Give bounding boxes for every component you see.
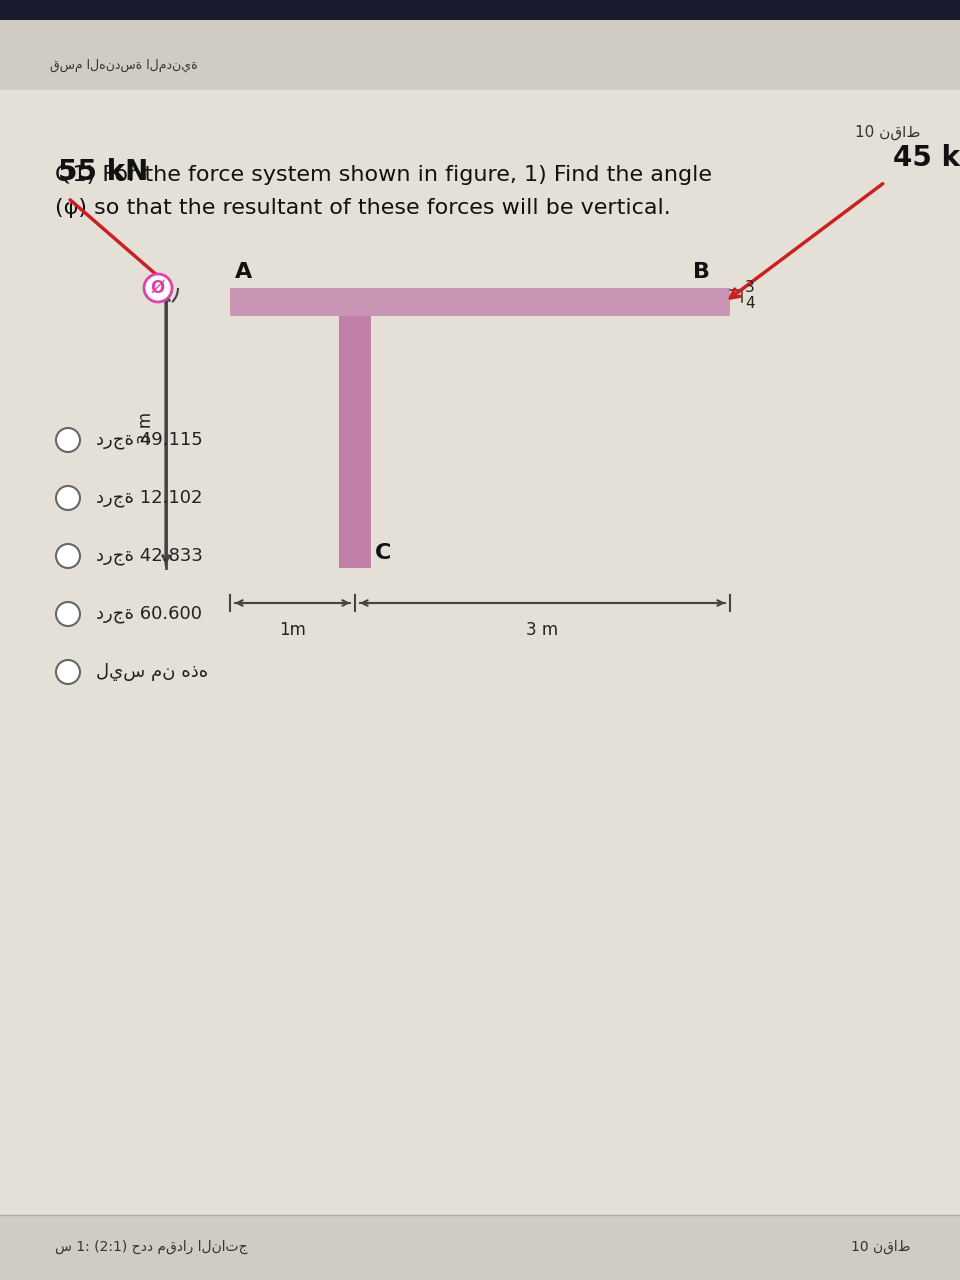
Text: 3: 3 <box>745 280 755 296</box>
Text: Q1) For the force system shown in figure, 1) Find the angle: Q1) For the force system shown in figure… <box>55 165 712 186</box>
Text: 45 kN: 45 kN <box>893 143 960 172</box>
Circle shape <box>56 602 80 626</box>
Text: 55 kN: 55 kN <box>58 157 148 186</box>
Text: 10 نقاط: 10 نقاط <box>851 1240 910 1254</box>
Text: 10 نقاط: 10 نقاط <box>854 124 920 140</box>
Text: B: B <box>693 262 710 282</box>
Text: س 1: (2:1) حدد مقدار الناتج: س 1: (2:1) حدد مقدار الناتج <box>55 1240 248 1254</box>
Text: (φ) so that the resultant of these forces will be vertical.: (φ) so that the resultant of these force… <box>55 198 671 218</box>
Text: درجة 49.115: درجة 49.115 <box>96 431 203 449</box>
Bar <box>0 0 960 20</box>
Bar <box>0 1215 960 1280</box>
Bar <box>230 288 730 316</box>
Text: درجة 60.600: درجة 60.600 <box>96 605 202 623</box>
Circle shape <box>144 274 172 302</box>
Bar <box>0 20 960 90</box>
Circle shape <box>56 486 80 509</box>
Circle shape <box>56 428 80 452</box>
Text: 3 m: 3 m <box>526 621 559 639</box>
Text: ليس من هذه: ليس من هذه <box>96 663 208 681</box>
Text: قسم الهندسة المدنية: قسم الهندسة المدنية <box>50 59 198 72</box>
Circle shape <box>56 660 80 684</box>
Text: درجة 42.833: درجة 42.833 <box>96 547 203 564</box>
Text: C: C <box>375 543 392 563</box>
Text: 1m: 1m <box>279 621 306 639</box>
Bar <box>339 316 371 568</box>
Text: A: A <box>235 262 252 282</box>
Circle shape <box>56 544 80 568</box>
Text: 3 m: 3 m <box>137 412 155 444</box>
Text: درجة 12.102: درجة 12.102 <box>96 489 203 507</box>
Text: Ø: Ø <box>151 279 165 297</box>
Text: 4: 4 <box>745 297 755 311</box>
